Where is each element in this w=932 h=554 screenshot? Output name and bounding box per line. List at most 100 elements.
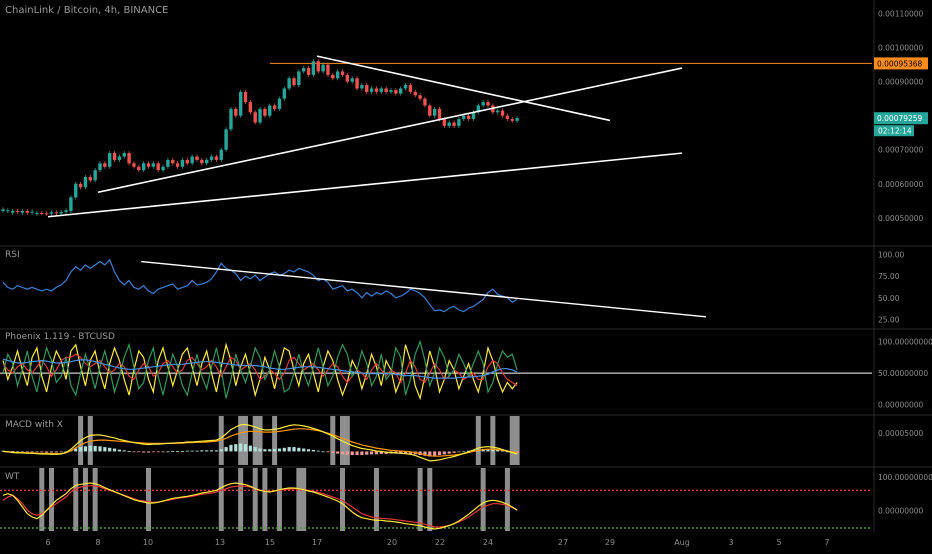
candle [166,159,170,167]
wt-highlight-bar [340,468,345,531]
candle [374,88,379,92]
macd-histogram-bar [399,451,403,454]
macd-histogram-bar [166,451,170,453]
wt-highlight-bar [373,468,379,531]
candle [171,159,175,164]
macd-histogram-bar [374,451,379,455]
macd-histogram-bar [103,447,107,452]
wt-highlight-bar [296,468,302,531]
candle [481,102,485,106]
candle [306,68,311,75]
candle [146,163,151,167]
candle [117,156,122,160]
macd-histogram-bar [486,448,490,452]
macd-histogram-bar [185,450,189,452]
x-tick-label: 13 [215,538,225,547]
rsi-tick-label: 75.00 [878,272,900,281]
candle [277,98,282,109]
wt-highlight-bar [262,468,268,531]
price-tick-label: 0.00060000 [878,180,924,189]
macd-histogram-bar [229,444,233,452]
macd-histogram-bar [287,447,291,452]
candle [25,210,29,213]
candle [229,108,233,130]
candle [54,212,59,214]
candle [496,110,500,113]
candle [112,153,117,160]
macd-yellow-line [2,423,518,462]
wt-highlight-bar [276,468,282,531]
macd-histogram-bar [108,447,112,452]
x-tick-label: 20 [387,538,397,547]
macd-histogram-bar [253,447,257,452]
macd-histogram-bar [74,448,78,452]
macd-histogram-bar [447,451,451,454]
macd-highlight-bar [243,416,248,465]
candle [476,105,480,113]
candle [127,153,131,164]
candle [243,91,248,103]
macd-histogram-bar [292,447,296,452]
candle [258,108,262,123]
candle [93,170,97,181]
candle [30,211,34,213]
wt-yellow-line [2,482,518,530]
candle [500,110,505,116]
candle [209,156,214,160]
macd-highlight-bar [475,416,481,465]
macd-histogram-bar [132,451,136,453]
countdown-tag [874,125,914,137]
macd-histogram-bar [49,451,54,453]
candle [151,163,156,167]
macd-histogram-bar [403,451,408,454]
macd-histogram-bar [79,447,83,452]
candle [345,74,350,82]
candle [413,91,417,96]
last-price-label: 0.00079259 [877,114,923,123]
candle [103,163,107,167]
macd-histogram-bar [209,450,214,452]
macd-histogram-bar [1,450,5,452]
countdown-label: 02:12:14 [878,127,912,136]
macd-histogram-bar [462,451,466,453]
candle [83,176,88,188]
macd-histogram-bar [433,451,437,456]
macd-histogram-bar [171,451,175,452]
candle [331,74,335,79]
macd-histogram-bar [161,451,165,453]
candle [224,129,228,150]
phoenix-tick-label: 50.00000000 [878,369,928,378]
x-tick-label: 17 [312,538,322,547]
rsi-pane-label: RSI [5,250,20,260]
candle [311,61,316,75]
macd-histogram-bar [243,444,248,452]
macd-histogram-bar [93,445,97,452]
macd-highlight-bar [509,416,515,465]
candle [108,153,112,167]
macd-histogram-bar [20,451,24,453]
macd-histogram-bar [248,445,252,452]
candle [40,213,44,215]
candle [64,210,68,212]
candle [384,88,388,92]
macd-histogram-bar [306,449,311,452]
macd-histogram-bar [467,450,471,452]
macd-highlight-bar [340,416,345,465]
macd-histogram-bar [40,451,44,453]
phoenix-blue-line [2,358,518,379]
candle [403,85,408,89]
wt-tick-label: 100.00000000 [878,473,932,482]
macd-histogram-bar [360,451,364,456]
macd-histogram-bar [117,449,121,452]
x-tick-label: 3 [728,538,733,547]
macd-histogram-bar [176,451,180,452]
macd-histogram-bar [273,448,277,452]
candle [302,68,306,72]
macd-histogram-bar [59,451,63,453]
candle [20,210,25,213]
candle [399,88,403,94]
price-tick-label: 0.00100000 [878,44,924,53]
candle [200,159,204,164]
candle [272,105,277,109]
